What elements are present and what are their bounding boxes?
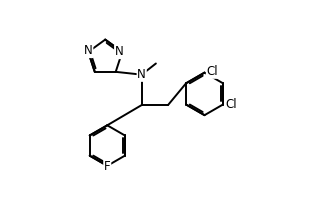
Text: N: N <box>137 68 146 81</box>
Text: N: N <box>84 44 93 57</box>
Text: Cl: Cl <box>207 65 218 78</box>
Text: Cl: Cl <box>225 98 237 111</box>
Text: F: F <box>104 160 111 173</box>
Text: N: N <box>115 45 123 58</box>
